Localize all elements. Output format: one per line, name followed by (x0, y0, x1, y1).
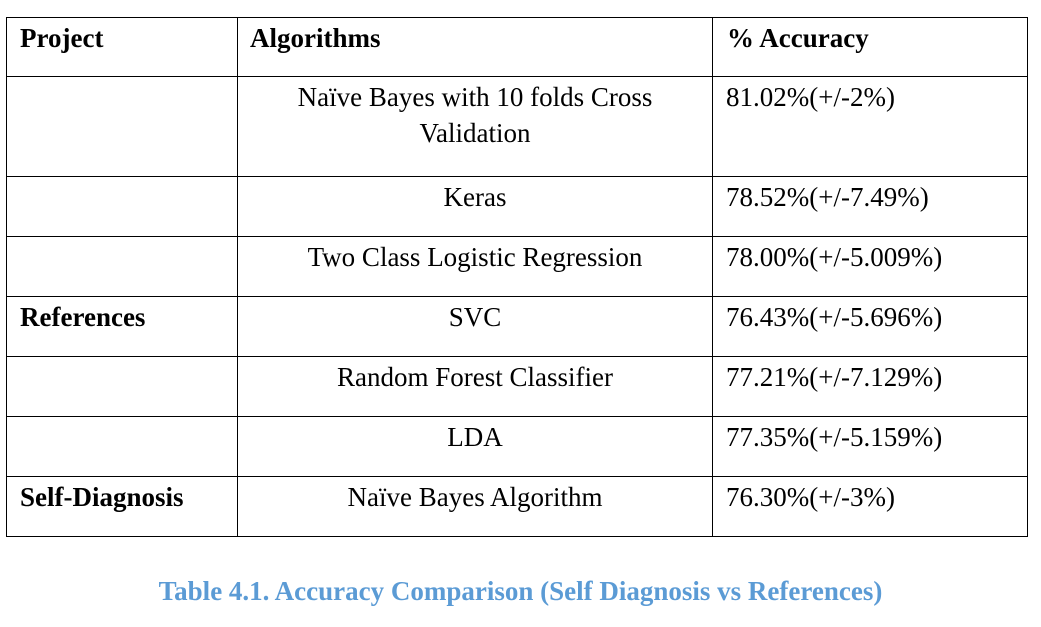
project-cell: Self-Diagnosis (6, 476, 238, 537)
table-row: Naïve Bayes with 10 folds Cross Validati… (6, 76, 1028, 177)
algorithm-cell: Keras (237, 176, 713, 237)
accuracy-table-container: Project Algorithms % Accuracy Naïve Baye… (6, 17, 1028, 537)
table-row: Two Class Logistic Regression 78.00%(+/-… (6, 236, 1028, 297)
table-header-row: Project Algorithms % Accuracy (6, 17, 1028, 77)
accuracy-cell: 78.52%(+/-7.49%) (712, 176, 1028, 237)
table-row: Random Forest Classifier 77.21%(+/-7.129… (6, 356, 1028, 417)
table-row: References SVC 76.43%(+/-5.696%) (6, 296, 1028, 357)
algorithm-cell: SVC (237, 296, 713, 357)
accuracy-cell: 76.43%(+/-5.696%) (712, 296, 1028, 357)
header-accuracy: % Accuracy (712, 17, 1028, 77)
project-cell (6, 76, 238, 177)
table-row: LDA 77.35%(+/-5.159%) (6, 416, 1028, 477)
project-cell (6, 416, 238, 477)
header-project: Project (6, 17, 238, 77)
header-algorithms: Algorithms (237, 17, 713, 77)
table-caption: Table 4.1. Accuracy Comparison (Self Dia… (158, 576, 883, 606)
accuracy-cell: 76.30%(+/-3%) (712, 476, 1028, 537)
project-cell (6, 176, 238, 237)
algorithm-cell: Naïve Bayes Algorithm (237, 476, 713, 537)
project-cell: References (6, 296, 238, 357)
accuracy-cell: 78.00%(+/-5.009%) (712, 236, 1028, 297)
algorithm-cell: LDA (237, 416, 713, 477)
accuracy-cell: 77.21%(+/-7.129%) (712, 356, 1028, 417)
accuracy-comparison-table: Project Algorithms % Accuracy Naïve Baye… (6, 17, 1028, 537)
project-cell (6, 356, 238, 417)
algorithm-cell: Two Class Logistic Regression (237, 236, 713, 297)
accuracy-cell: 77.35%(+/-5.159%) (712, 416, 1028, 477)
project-cell (6, 236, 238, 297)
algorithm-cell: Random Forest Classifier (237, 356, 713, 417)
algorithm-cell: Naïve Bayes with 10 folds Cross Validati… (237, 76, 713, 177)
table-row: Self-Diagnosis Naïve Bayes Algorithm 76.… (6, 476, 1028, 537)
accuracy-cell: 81.02%(+/-2%) (712, 76, 1028, 177)
table-row: Keras 78.52%(+/-7.49%) (6, 176, 1028, 237)
